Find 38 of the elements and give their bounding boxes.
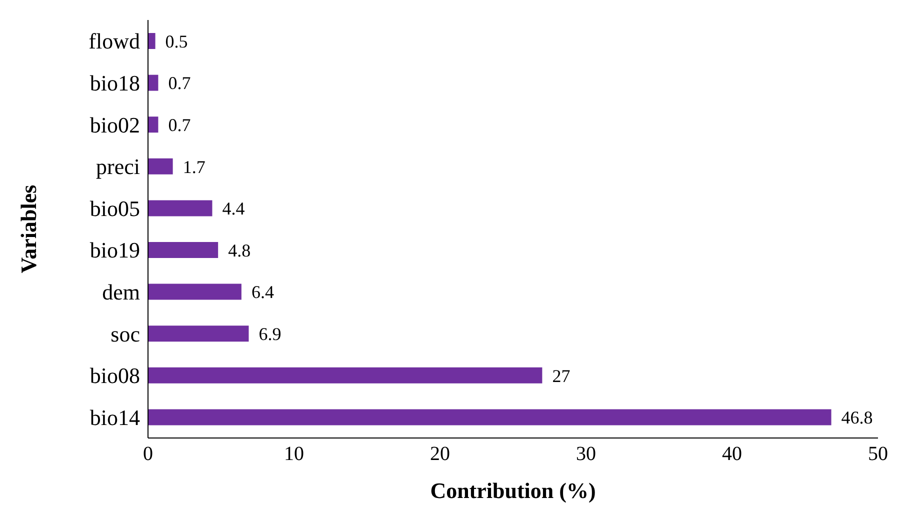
data-label: 27 — [552, 366, 570, 386]
y-tick-label: bio19 — [90, 238, 140, 263]
y-tick-label: bio18 — [90, 70, 140, 96]
y-axis-title: Variables — [16, 184, 41, 274]
bar — [148, 409, 832, 426]
y-tick-label: bio02 — [90, 112, 140, 138]
y-tick-label: flowd — [88, 28, 140, 54]
y-tick-label: bio05 — [90, 196, 140, 221]
y-tick-label: bio08 — [90, 363, 140, 388]
bar — [148, 74, 158, 91]
data-label: 4.8 — [228, 240, 251, 260]
bar — [148, 242, 218, 258]
data-label: 46.8 — [841, 408, 873, 428]
data-label: 4.4 — [222, 198, 245, 219]
data-label: 0.7 — [168, 73, 191, 94]
bar — [148, 158, 173, 174]
bar — [148, 33, 156, 49]
y-tick-label: dem — [102, 280, 140, 305]
data-label: 0.5 — [165, 31, 188, 52]
x-axis-title: Contribution (%) — [430, 478, 596, 503]
bar — [148, 284, 242, 300]
x-tick-label: 40 — [722, 443, 742, 466]
data-label: 6.9 — [258, 324, 282, 344]
y-tick-label: bio14 — [90, 404, 140, 430]
bar — [148, 200, 212, 216]
data-label: 1.7 — [182, 156, 206, 177]
y-tick-label: soc — [110, 321, 140, 346]
x-tick-label: 10 — [284, 443, 304, 466]
bar — [148, 326, 249, 342]
x-tick-label: 20 — [430, 443, 450, 466]
y-tick-label: preci — [96, 154, 140, 180]
x-tick-label: 30 — [576, 443, 596, 466]
x-tick-label: 50 — [868, 443, 888, 466]
bar — [148, 367, 542, 384]
bar — [148, 116, 158, 133]
x-tick-label: 0 — [143, 443, 153, 466]
data-label: 6.4 — [251, 282, 274, 302]
data-label: 0.7 — [168, 114, 191, 135]
